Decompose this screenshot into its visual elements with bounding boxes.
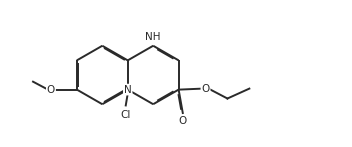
Text: O: O: [201, 84, 210, 94]
Text: O: O: [179, 116, 187, 126]
Text: Cl: Cl: [120, 110, 131, 120]
Text: O: O: [47, 85, 55, 95]
Text: N: N: [124, 85, 132, 95]
Text: NH: NH: [145, 32, 161, 42]
